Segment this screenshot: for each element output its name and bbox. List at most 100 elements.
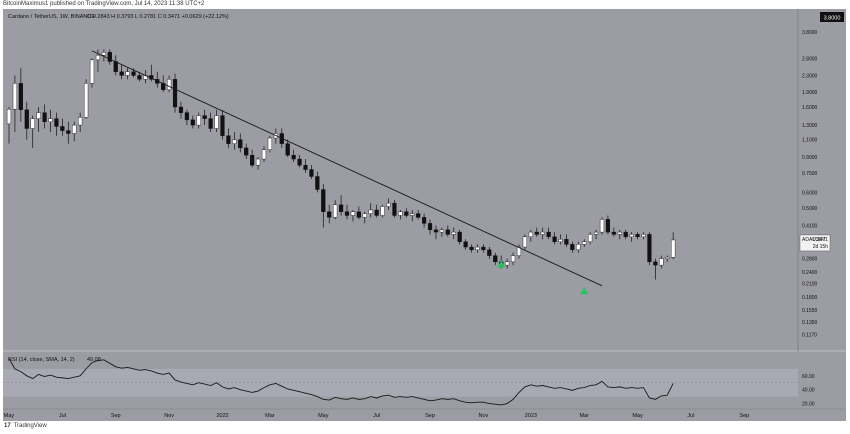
candle <box>653 258 658 280</box>
candle <box>244 143 249 160</box>
time-axis[interactable] <box>3 409 846 421</box>
candle <box>303 159 308 173</box>
candle-up-body <box>588 234 593 242</box>
candle <box>516 244 522 259</box>
candle-up-body <box>540 231 545 235</box>
candle <box>659 255 664 269</box>
candle <box>422 213 427 228</box>
candle-up-body <box>12 83 18 110</box>
top-axis-label: 3.8000 <box>820 12 844 22</box>
time-tick-label: May <box>632 413 643 419</box>
candle-down-body <box>285 143 290 156</box>
candle-down-body <box>178 106 184 113</box>
candle-down-body <box>433 229 439 233</box>
candle <box>255 157 261 170</box>
rsi-axis[interactable] <box>798 352 846 409</box>
candle <box>629 232 634 242</box>
top-axis-label-text: 3.8000 <box>824 16 841 22</box>
legend-ohlc: O 0.2843 H 0.3793 L 0.2781 C 0.3471 +0.0… <box>87 14 229 20</box>
price-chart[interactable]: 3.8000 3.8000 2.8000 2.3000 1.9000 1.6000 1.3… <box>3 9 846 421</box>
candle <box>321 184 326 228</box>
price-pane[interactable] <box>3 9 798 350</box>
candle-up-body <box>386 202 391 207</box>
candle-up-body <box>593 231 599 235</box>
candle-up-body <box>167 79 172 91</box>
price-tick-label: 0.9000 <box>802 155 818 161</box>
candle <box>588 232 593 245</box>
rsi-line <box>8 358 674 406</box>
arrow-up-icon <box>497 260 506 268</box>
candle <box>635 232 640 240</box>
candle-down-body <box>244 147 249 156</box>
candle <box>599 217 605 235</box>
candle-up-body <box>48 118 53 122</box>
candle <box>333 199 338 220</box>
candle <box>404 208 409 218</box>
candle-up-body <box>6 109 12 124</box>
candle <box>338 195 344 216</box>
candle-down-body <box>238 139 243 149</box>
price-tick-label: 0.6000 <box>802 190 818 196</box>
candle <box>416 209 421 220</box>
candle <box>469 244 474 253</box>
candle-down-body <box>469 246 474 251</box>
candle <box>605 215 611 235</box>
time-tick-label: May <box>318 413 329 419</box>
candle <box>451 227 456 240</box>
candle-down-body <box>220 115 225 136</box>
rsi-series <box>3 358 798 406</box>
price-tick-label: 0.1350 <box>802 320 818 326</box>
candle-down-body <box>404 211 409 216</box>
candle <box>18 68 23 122</box>
candle <box>101 49 106 62</box>
price-tick-label: 1.1000 <box>802 138 818 144</box>
candle-up-body <box>629 234 634 237</box>
candle <box>315 171 320 193</box>
candle <box>475 244 480 253</box>
price-tick-label: 0.5000 <box>802 206 818 212</box>
candle-up-body <box>665 256 670 259</box>
candle-down-body <box>190 119 195 126</box>
candle <box>528 229 533 242</box>
candle-down-body <box>374 209 379 216</box>
rsi-label: RSI (14, close, SMA, 14, 2) <box>8 357 75 363</box>
candle-down-body <box>172 79 178 108</box>
candle-up-body <box>516 246 522 256</box>
price-axis[interactable] <box>798 9 846 350</box>
candle-down-body <box>202 115 207 119</box>
candle-down-body <box>570 244 575 251</box>
candle-down-body <box>303 164 308 170</box>
candle-up-body <box>451 231 456 235</box>
candle-up-body <box>125 71 130 76</box>
time-tick-label: Mar <box>579 413 589 419</box>
candle <box>72 121 77 142</box>
rsi-legend: RSI (14, close, SMA, 14, 2) 49.08 <box>8 357 101 363</box>
candle <box>291 149 296 163</box>
candle <box>30 115 35 148</box>
candle <box>196 112 201 129</box>
candle <box>362 211 367 224</box>
candle <box>558 234 563 245</box>
arrow-up-icon <box>580 287 589 295</box>
chart-area[interactable]: 3.8000 3.8000 2.8000 2.3000 1.9000 1.6000 1.3… <box>3 9 846 421</box>
price-tick-label: 0.2100 <box>802 282 818 288</box>
candle-up-body <box>196 115 201 126</box>
price-tick-label: 2.3000 <box>802 73 818 79</box>
candle-up-body <box>410 213 415 216</box>
time-tick-label: 2022 <box>216 413 228 419</box>
candle <box>350 209 356 222</box>
candle <box>327 204 332 224</box>
candle <box>261 146 267 163</box>
candle <box>410 209 415 222</box>
candle-down-body <box>635 234 640 237</box>
candle <box>285 139 290 158</box>
candle-down-body <box>42 112 47 122</box>
candle <box>386 198 391 210</box>
candle <box>487 247 492 259</box>
candle <box>617 229 622 240</box>
candle <box>167 75 172 93</box>
candle-down-body <box>291 154 296 160</box>
candle-up-body <box>505 261 510 266</box>
candle <box>48 109 53 133</box>
rsi-tick-label: 60.00 <box>802 374 815 380</box>
